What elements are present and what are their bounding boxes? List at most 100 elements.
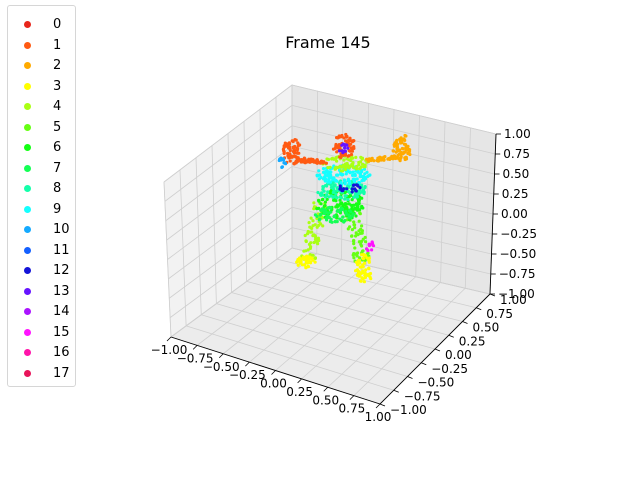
data-point xyxy=(341,173,345,177)
data-point xyxy=(311,224,315,228)
data-point xyxy=(343,144,347,148)
data-point xyxy=(330,220,334,224)
data-point xyxy=(302,156,306,160)
data-point xyxy=(348,216,353,220)
data-points xyxy=(277,132,412,284)
data-point xyxy=(397,152,401,156)
data-point xyxy=(312,205,317,209)
data-point xyxy=(405,148,409,152)
data-point xyxy=(358,279,362,283)
x-tick xyxy=(349,395,355,400)
grid-line xyxy=(243,121,248,282)
grid-line xyxy=(246,280,449,336)
data-point xyxy=(332,176,336,180)
data-point xyxy=(296,151,300,155)
data-point xyxy=(363,261,367,265)
data-point xyxy=(353,226,357,230)
data-point xyxy=(354,231,358,235)
data-point xyxy=(306,264,310,268)
legend-item: 11 xyxy=(8,241,75,261)
grid-line xyxy=(231,292,436,350)
data-point xyxy=(338,195,342,199)
data-point xyxy=(356,205,360,209)
y-tick xyxy=(379,403,386,407)
grid-lines xyxy=(163,84,497,405)
data-point xyxy=(338,217,342,221)
grid-line xyxy=(167,166,293,260)
data-point xyxy=(342,158,346,162)
x-tick xyxy=(323,386,329,392)
data-point xyxy=(391,149,395,153)
data-point xyxy=(306,229,310,234)
data-point xyxy=(282,144,286,148)
data-point xyxy=(326,166,330,170)
legend-label: 5 xyxy=(53,119,62,135)
data-point xyxy=(365,170,369,174)
data-point xyxy=(348,139,352,143)
data-point xyxy=(321,187,325,191)
data-point xyxy=(308,159,312,163)
data-point xyxy=(357,198,361,202)
data-point xyxy=(350,198,354,202)
data-point xyxy=(315,158,319,162)
legend-item: 10 xyxy=(8,220,75,240)
data-point xyxy=(315,214,319,218)
data-point xyxy=(347,213,351,217)
data-point xyxy=(364,240,368,244)
x-tick-label: 1.00 xyxy=(365,410,392,424)
data-point xyxy=(346,146,350,150)
data-point xyxy=(348,194,353,198)
data-point xyxy=(313,256,317,260)
data-point xyxy=(325,197,329,201)
data-point xyxy=(367,267,371,271)
data-point xyxy=(354,214,358,218)
legend-item: 4 xyxy=(8,97,75,117)
data-point xyxy=(379,158,384,162)
data-point xyxy=(312,201,316,205)
data-point xyxy=(351,156,355,160)
data-point xyxy=(306,248,310,252)
data-point xyxy=(341,188,345,193)
data-point xyxy=(321,224,325,228)
data-point xyxy=(350,228,354,232)
data-point xyxy=(408,152,412,157)
legend-label: 15 xyxy=(53,324,70,340)
data-point xyxy=(321,197,325,201)
y-tick-label: 0.00 xyxy=(445,348,472,362)
data-point xyxy=(315,174,319,178)
z-axis-line xyxy=(489,133,497,295)
x-tick-label: 0.25 xyxy=(286,385,313,399)
data-point xyxy=(360,157,364,161)
data-point xyxy=(404,143,408,147)
z-tick-label: −1.00 xyxy=(498,287,535,301)
data-point xyxy=(361,269,365,273)
legend-label: 4 xyxy=(53,99,62,114)
y-tick-label: −0.25 xyxy=(431,362,468,376)
data-point xyxy=(401,138,405,142)
data-point xyxy=(287,152,291,156)
x-tick xyxy=(218,353,224,359)
data-point xyxy=(353,246,357,250)
data-point xyxy=(295,148,299,152)
data-point xyxy=(343,191,347,195)
data-point xyxy=(358,175,362,179)
grid-line xyxy=(327,282,441,388)
data-point xyxy=(328,206,332,210)
data-point xyxy=(350,190,354,194)
legend-item: 0 xyxy=(8,15,75,35)
grid-line xyxy=(291,84,497,135)
data-point xyxy=(332,214,336,219)
data-point xyxy=(351,164,355,168)
data-point xyxy=(317,218,321,222)
data-point xyxy=(335,173,339,177)
data-point xyxy=(371,244,376,248)
data-point xyxy=(340,133,344,138)
data-point xyxy=(350,234,354,238)
data-point xyxy=(287,141,291,145)
data-point xyxy=(335,136,339,140)
data-point xyxy=(319,175,323,180)
legend-label: 2 xyxy=(53,58,62,73)
data-point xyxy=(351,162,355,166)
grid-line xyxy=(440,121,446,283)
y-axis-line xyxy=(379,293,491,405)
